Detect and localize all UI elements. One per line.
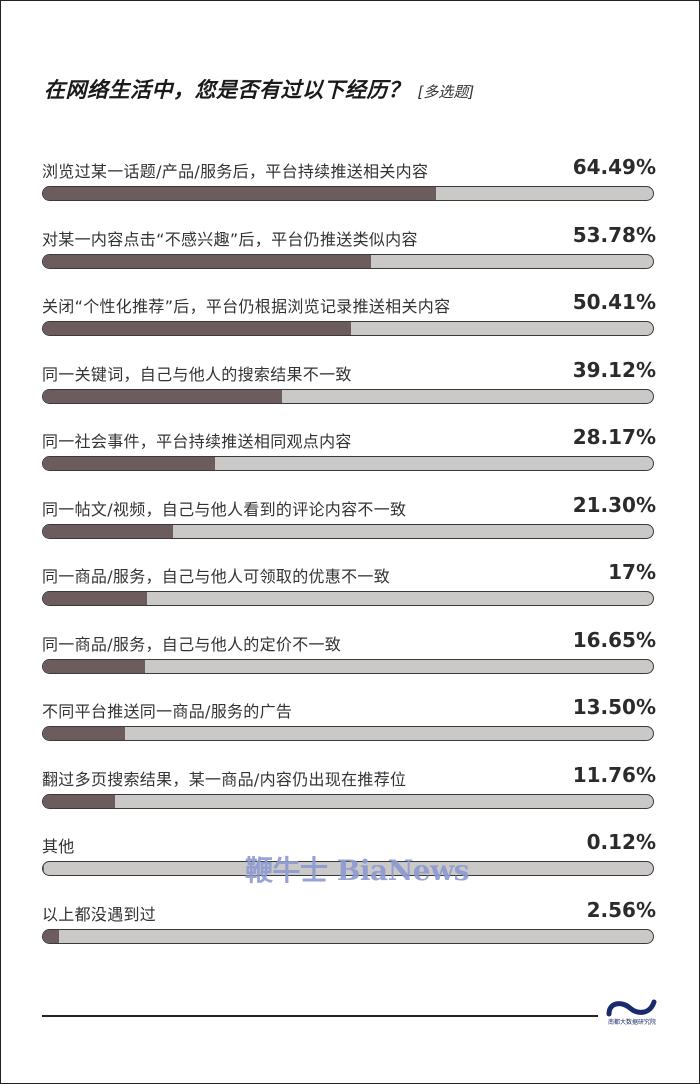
bar-track (42, 523, 654, 539)
bar-category-label: 同一关键词，自己与他人的搜索结果不一致 (42, 364, 352, 384)
question-type-tag: [多选题] (417, 83, 475, 101)
bar-row: 以上都没遇到过 2.56% (42, 897, 656, 961)
footer-divider (42, 1015, 598, 1017)
bar-value-label: 17% (608, 560, 656, 584)
chart-title-text: 在网络生活中，您是否有过以下经历？ (44, 78, 410, 102)
logo-wave-icon (606, 999, 657, 1017)
bar-track (42, 591, 654, 606)
bar-fill (43, 862, 44, 875)
bar-fill (43, 659, 145, 673)
bar-category-label: 翻过多页搜索结果，某一商品/内容仍出现在推荐位 (42, 769, 407, 789)
bar-value-label: 50.41% (572, 290, 656, 314)
bar-fill (43, 794, 115, 808)
bar-row: 对某一内容点击“不感兴趣”后，平台仍推送类似内容 53.78% (42, 222, 656, 286)
bar-value-label: 13.50% (572, 695, 656, 719)
bar-track (42, 928, 654, 944)
bar-row: 浏览过某一话题/产品/服务后，平台持续推送相关内容 64.49% (42, 155, 656, 218)
chart-title: 在网络生活中，您是否有过以下经历？ [多选题] (44, 74, 474, 104)
bar-track (42, 861, 654, 876)
bar-fill (43, 457, 215, 470)
bar-fill (43, 254, 372, 268)
logo-text: 南都大数据研究院 (607, 1019, 656, 1026)
bar-value-label: 39.12% (572, 357, 656, 382)
watermark: 鞭牛士 BiaNews (245, 854, 469, 887)
bar-row: 同一关键词，自己与他人的搜索结果不一致 39.12% (42, 357, 656, 421)
bar-row: 其他 0.12% (42, 830, 656, 893)
bar-row: 同一社会事件，平台持续推送相同观点内容 28.17% (42, 425, 656, 488)
bar-category-label: 关闭“个性化推荐”后，平台仍根据浏览记录推送相关内容 (42, 297, 451, 316)
bar-track (42, 253, 654, 269)
bar-category-label: 以上都没遇到过 (42, 904, 157, 924)
bar-fill (43, 524, 173, 538)
bar-track (42, 388, 654, 404)
bar-category-label: 对某一内容点击“不感兴趣”后，平台仍推送类似内容 (42, 229, 418, 249)
bar-track (42, 456, 654, 471)
bar-track (42, 726, 654, 741)
bar-row: 同一商品/服务，自己与他人的定价不一致 16.65% (42, 627, 656, 691)
bar-row: 翻过多页搜索结果，某一商品/内容仍出现在推荐位 11.76% (42, 762, 656, 826)
bar-value-label: 28.17% (572, 425, 656, 449)
bar-track (42, 186, 654, 201)
bar-value-label: 53.78% (572, 222, 656, 247)
bar-category-label: 同一商品/服务，自己与他人可领取的优惠不一致 (42, 567, 390, 586)
bar-category-label: 不同平台推送同一商品/服务的广告 (42, 702, 293, 721)
bar-fill (43, 727, 126, 740)
bar-row: 同一商品/服务，自己与他人可领取的优惠不一致 17% (42, 560, 656, 623)
bar-fill (43, 322, 351, 335)
bar-track (42, 658, 654, 674)
bar-value-label: 11.76% (572, 762, 656, 787)
bar-track (42, 321, 654, 336)
bar-fill (43, 592, 147, 605)
bar-fill (43, 929, 59, 943)
bar-fill (43, 389, 282, 403)
bar-row: 关闭“个性化推荐”后，平台仍根据浏览记录推送相关内容 50.41% (42, 290, 656, 353)
bar-category-label: 同一帖文/视频，自己与他人看到的评论内容不一致 (42, 499, 407, 519)
bar-value-label: 2.56% (586, 897, 656, 922)
bar-category-label: 同一商品/服务，自己与他人的定价不一致 (42, 634, 342, 654)
bar-category-label: 浏览过某一话题/产品/服务后，平台持续推送相关内容 (42, 162, 429, 181)
bar-row: 不同平台推送同一商品/服务的广告 13.50% (42, 695, 656, 758)
bar-value-label: 64.49% (572, 155, 656, 179)
bar-category-label: 同一社会事件，平台持续推送相同观点内容 (42, 432, 352, 451)
bar-value-label: 16.65% (572, 627, 656, 652)
bar-row: 同一帖文/视频，自己与他人看到的评论内容不一致 21.30% (42, 492, 656, 556)
publisher-logo: 南都大数据研究院 (606, 998, 658, 1028)
bar-track (42, 793, 654, 809)
bar-category-label: 其他 (42, 837, 75, 856)
bar-value-label: 0.12% (586, 830, 656, 854)
bar-fill (43, 187, 437, 200)
bar-value-label: 21.30% (572, 492, 656, 517)
